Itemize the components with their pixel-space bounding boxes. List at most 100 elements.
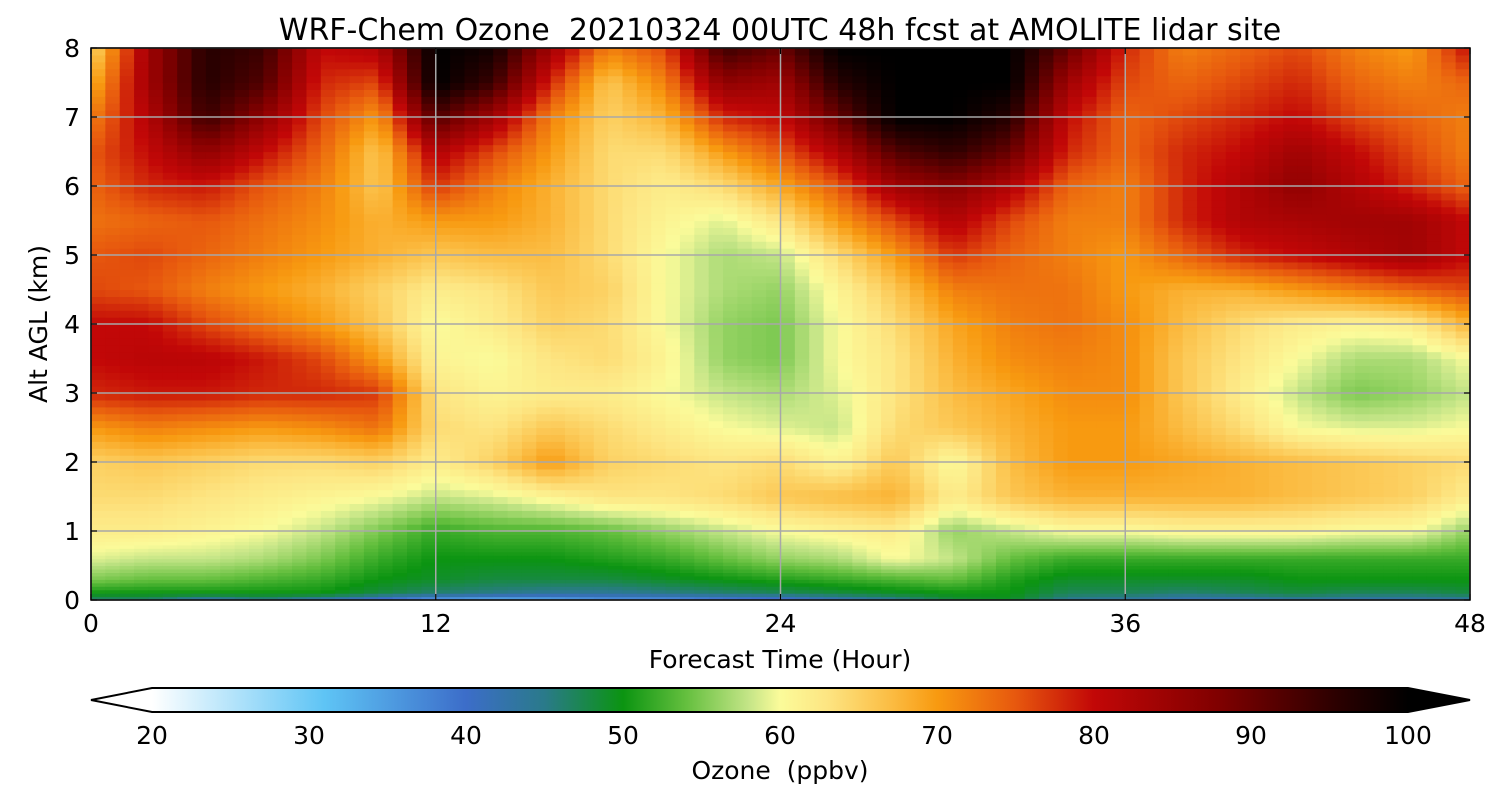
heatmap-cell xyxy=(866,61,882,70)
heatmap-cell xyxy=(737,441,753,449)
heatmap-cell xyxy=(478,48,494,56)
heatmap-cell xyxy=(119,344,135,353)
heatmap-cell xyxy=(119,75,135,84)
heatmap-cell xyxy=(119,317,135,325)
heatmap-cell xyxy=(148,317,164,325)
heatmap-cell xyxy=(866,117,882,125)
heatmap-cell xyxy=(392,562,408,567)
heatmap-cell xyxy=(823,54,839,63)
heatmap-cell xyxy=(263,172,279,180)
heatmap-cell xyxy=(435,475,451,484)
heatmap-cell xyxy=(593,68,609,77)
heatmap-cell xyxy=(636,137,652,146)
heatmap-cell xyxy=(148,199,164,208)
heatmap-cell xyxy=(679,358,695,366)
heatmap-cell xyxy=(881,517,897,525)
heatmap-cell xyxy=(162,130,178,139)
heatmap-cell xyxy=(162,351,178,360)
heatmap-cell xyxy=(263,89,279,97)
heatmap-cell xyxy=(866,220,882,228)
heatmap-cell xyxy=(435,358,451,366)
heatmap-cell xyxy=(565,448,580,456)
heatmap-cell xyxy=(320,330,336,339)
heatmap-cell xyxy=(866,179,882,187)
heatmap-cell xyxy=(191,75,207,84)
heatmap-cell xyxy=(234,296,250,304)
heatmap-cell xyxy=(392,582,408,587)
heatmap-cell xyxy=(277,572,293,577)
heatmap-cell xyxy=(708,579,724,584)
heatmap-cell xyxy=(507,337,523,346)
heatmap-cell xyxy=(837,289,853,297)
heatmap-cell xyxy=(809,510,825,518)
heatmap-cell xyxy=(392,172,408,180)
heatmap-cell xyxy=(593,296,609,304)
heatmap-cell xyxy=(162,541,178,546)
heatmap-cell xyxy=(593,303,609,311)
heatmap-cell xyxy=(177,54,193,63)
heatmap-cell xyxy=(306,558,322,563)
heatmap-cell xyxy=(723,172,738,180)
heatmap-cell xyxy=(249,582,264,587)
heatmap-cell xyxy=(493,48,509,56)
heatmap-cell xyxy=(521,475,537,484)
heatmap-cell xyxy=(249,275,264,284)
heatmap-cell xyxy=(622,330,638,339)
heatmap-cell xyxy=(521,48,537,56)
heatmap-cell xyxy=(766,296,782,304)
heatmap-cell xyxy=(521,399,537,408)
heatmap-cell xyxy=(435,565,451,570)
heatmap-cell xyxy=(478,427,494,435)
heatmap-cell xyxy=(421,541,437,546)
heatmap-cell xyxy=(794,82,810,90)
heatmap-cell xyxy=(191,110,207,118)
heatmap-cell xyxy=(220,358,236,366)
heatmap-cell xyxy=(565,48,580,56)
heatmap-cell xyxy=(478,172,494,180)
heatmap-cell xyxy=(737,420,753,429)
heatmap-cell xyxy=(306,268,322,277)
heatmap-cell xyxy=(234,524,250,532)
heatmap-cell xyxy=(723,89,738,97)
heatmap-cell xyxy=(809,517,825,525)
heatmap-cell xyxy=(105,534,121,539)
heatmap-cell xyxy=(665,227,681,235)
heatmap-cell xyxy=(579,596,595,600)
heatmap-cell xyxy=(694,524,710,532)
heatmap-cell xyxy=(162,482,178,491)
heatmap-cell xyxy=(565,330,580,339)
heatmap-cell xyxy=(91,213,106,222)
heatmap-cell xyxy=(622,593,638,598)
heatmap-cell xyxy=(320,54,336,63)
heatmap-cell xyxy=(349,310,365,318)
heatmap-cell xyxy=(407,48,422,56)
heatmap-cell xyxy=(277,358,293,366)
heatmap-cell xyxy=(723,234,738,242)
heatmap-cell xyxy=(378,531,394,536)
heatmap-cell xyxy=(450,123,466,132)
heatmap-cell xyxy=(91,103,106,111)
heatmap-cell xyxy=(665,199,681,208)
heatmap-cell xyxy=(450,54,466,63)
heatmap-cell xyxy=(651,261,667,270)
heatmap-cell xyxy=(464,365,480,373)
heatmap-cell xyxy=(320,282,336,291)
heatmap-cell xyxy=(651,158,667,166)
heatmap-cell xyxy=(737,489,753,498)
heatmap-cell xyxy=(277,496,293,504)
heatmap-cell xyxy=(177,137,193,146)
heatmap-cell xyxy=(162,54,178,63)
heatmap-cell xyxy=(134,562,150,567)
heatmap-cell xyxy=(723,330,738,339)
heatmap-cell xyxy=(837,596,853,600)
heatmap-cell xyxy=(421,503,437,511)
heatmap-cell xyxy=(306,261,322,270)
heatmap-cell xyxy=(306,344,322,353)
heatmap-cell xyxy=(823,365,839,373)
heatmap-cell xyxy=(134,555,150,560)
heatmap-cell xyxy=(593,420,609,429)
heatmap-cell xyxy=(392,503,408,511)
heatmap-cell xyxy=(349,434,365,442)
heatmap-cell xyxy=(565,441,580,449)
heatmap-cell xyxy=(263,123,279,132)
